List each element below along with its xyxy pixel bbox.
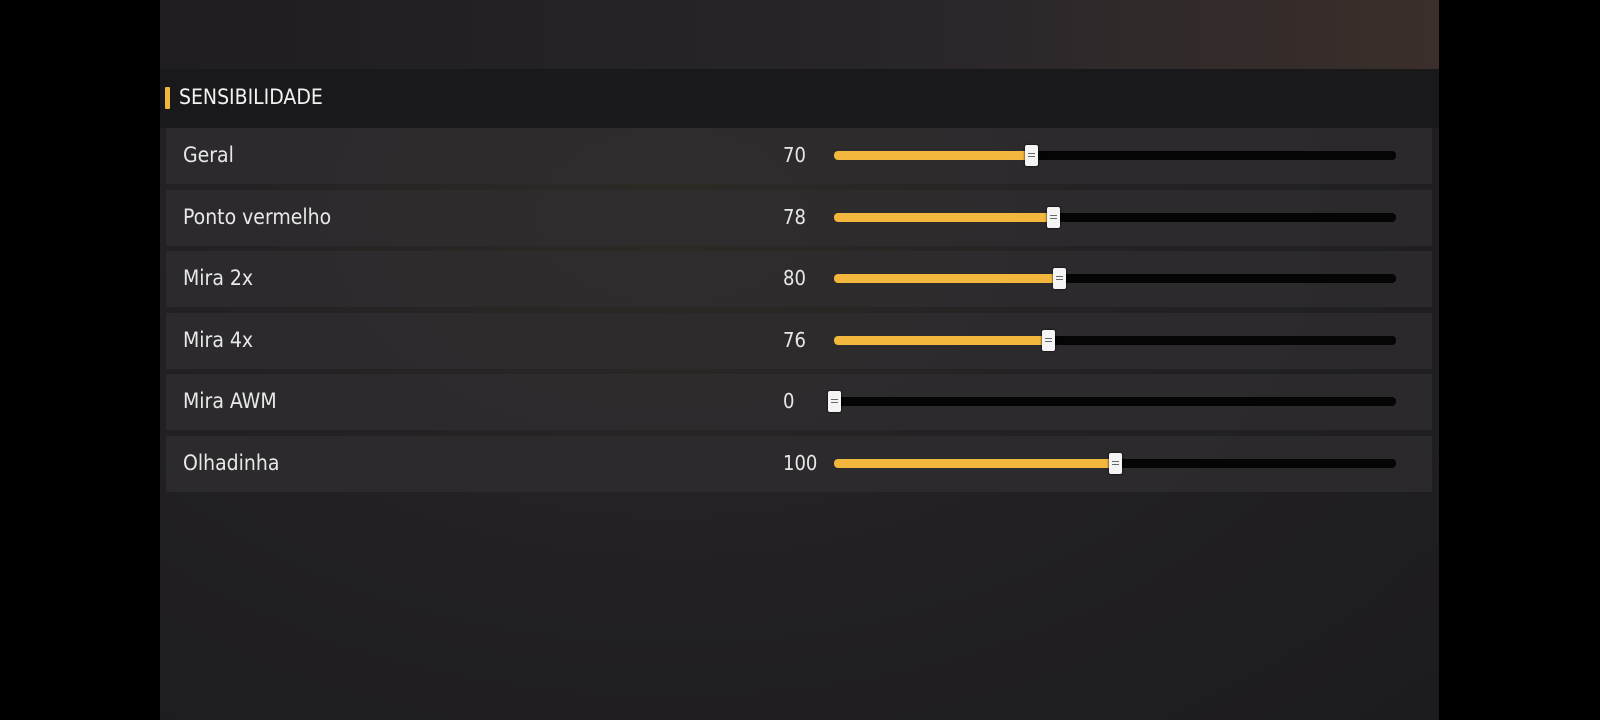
slider-handle[interactable] [1041,329,1055,351]
slider-handle[interactable] [1052,268,1066,289]
setting-row: Geral 70 [166,128,1432,184]
setting-row: Ponto vermelho 78 [166,189,1432,246]
section-accent-mark [165,87,170,109]
top-bar [160,0,1439,69]
setting-row: Mira 4x 76 [166,312,1432,369]
setting-value: 0 [783,389,795,413]
sensitivity-slider[interactable] [834,206,1396,228]
slider-fill [834,151,1031,160]
section-header: SENSIBILIDADE [160,69,1439,128]
slider-fill [834,458,1115,468]
slider-fill [834,335,1048,345]
slider-handle[interactable] [828,391,841,412]
sensitivity-slider[interactable] [834,452,1396,474]
slider-fill [834,274,1059,283]
sensitivity-slider[interactable] [834,145,1396,166]
setting-value: 76 [783,327,806,352]
setting-label: Mira 2x [183,266,254,290]
sensitivity-slider[interactable] [828,391,1396,412]
setting-value: 80 [783,266,806,290]
setting-label: Geral [183,143,234,167]
setting-row: Mira AWM 0 [166,374,1432,430]
setting-label: Mira AWM [183,389,277,413]
settings-panel: SENSIBILIDADE Geral 70 Ponto vermelho 78… [160,0,1439,720]
slider-handle[interactable] [1047,206,1061,228]
setting-label: Ponto vermelho [183,204,332,229]
slider-fill [834,212,1054,222]
slider-handle[interactable] [1024,145,1038,166]
section-title: SENSIBILIDADE [179,85,323,109]
slider-handle[interactable] [1109,452,1122,474]
setting-label: Olhadinha [183,450,280,475]
setting-value: 70 [783,143,806,167]
setting-label: Mira 4x [183,327,254,352]
setting-row: Mira 2x 80 [166,251,1432,307]
setting-row: Olhadinha 100 [166,435,1432,492]
sensitivity-slider[interactable] [834,268,1396,289]
setting-value: 100 [783,450,818,475]
setting-value: 78 [783,204,806,229]
sensitivity-slider[interactable] [834,329,1396,351]
